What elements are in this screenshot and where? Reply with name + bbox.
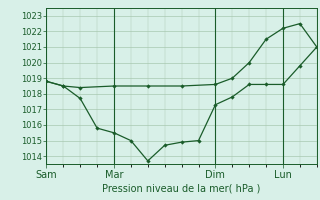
X-axis label: Pression niveau de la mer( hPa ): Pression niveau de la mer( hPa ): [102, 184, 261, 194]
